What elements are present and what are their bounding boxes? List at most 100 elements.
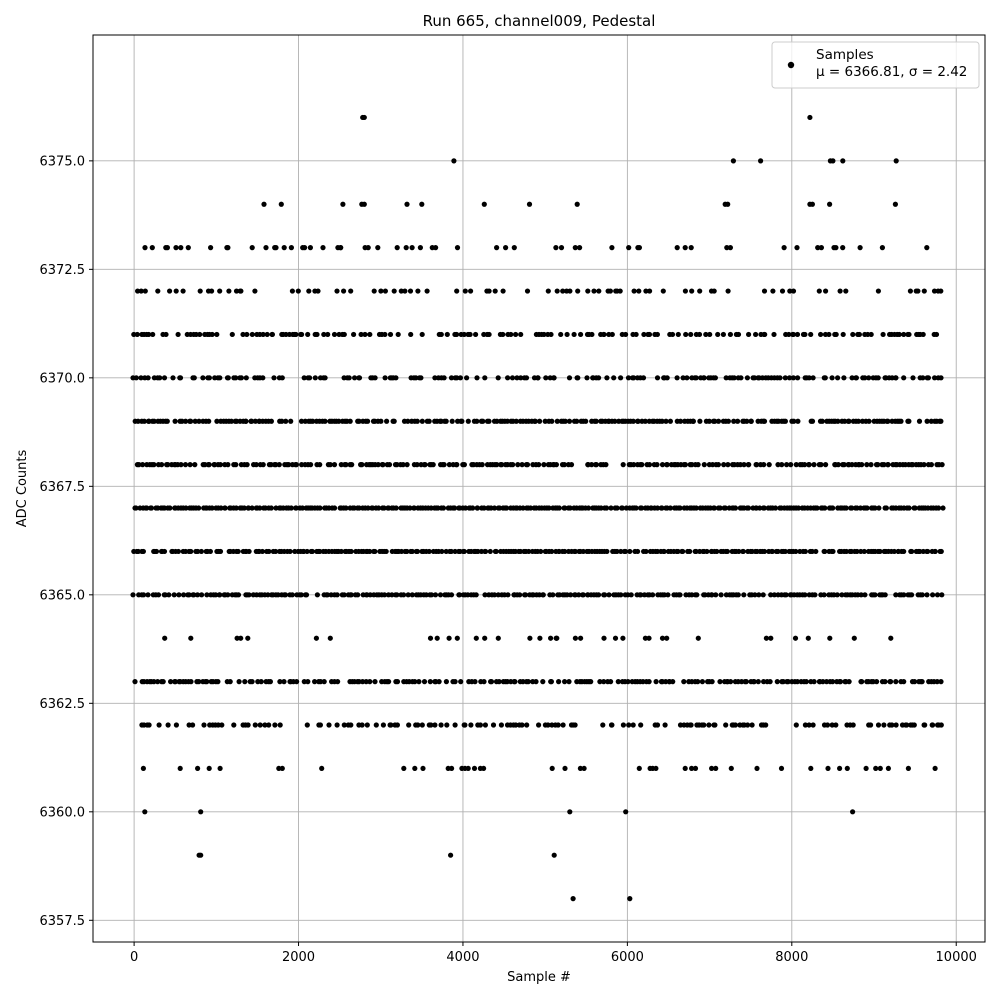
data-point	[631, 375, 637, 381]
data-point	[850, 722, 856, 728]
data-point	[142, 809, 148, 815]
data-point	[875, 288, 882, 294]
data-point	[331, 462, 338, 468]
data-point	[823, 288, 829, 294]
data-point	[394, 592, 400, 598]
data-point	[436, 679, 442, 685]
data-point	[635, 418, 641, 424]
data-point	[301, 375, 307, 381]
data-point	[825, 765, 831, 772]
data-point	[862, 592, 868, 598]
data-point	[467, 331, 473, 338]
data-point	[259, 548, 265, 555]
data-point	[167, 505, 173, 511]
data-point	[233, 375, 239, 381]
data-point	[441, 462, 447, 468]
data-point	[567, 809, 573, 815]
data-point	[881, 462, 887, 468]
data-point	[470, 505, 476, 511]
x-tick-label: 10000	[936, 950, 977, 965]
data-point	[308, 462, 314, 468]
data-point	[279, 765, 285, 772]
data-point	[375, 245, 381, 251]
data-point	[724, 245, 730, 251]
data-point	[737, 462, 744, 468]
data-point	[249, 245, 255, 251]
data-point	[391, 288, 397, 294]
data-point	[738, 375, 744, 381]
data-point	[745, 505, 752, 511]
data-point	[846, 418, 852, 424]
data-point	[868, 462, 874, 468]
data-point	[427, 635, 434, 641]
data-point	[505, 375, 511, 381]
data-point	[217, 288, 223, 294]
data-point	[711, 288, 717, 294]
data-point	[235, 592, 242, 598]
data-point	[892, 201, 899, 207]
data-point	[426, 418, 432, 424]
data-point	[494, 462, 500, 468]
data-point	[286, 462, 292, 468]
data-point	[810, 375, 816, 381]
data-point	[785, 679, 791, 685]
data-point	[364, 722, 370, 728]
data-point	[486, 418, 492, 424]
data-point	[525, 679, 531, 685]
data-point	[138, 288, 144, 294]
data-point	[829, 375, 835, 381]
data-point	[141, 592, 147, 598]
data-point	[196, 418, 202, 424]
data-point	[279, 375, 285, 381]
data-point	[810, 722, 816, 728]
data-point	[317, 462, 323, 468]
data-point	[352, 375, 358, 381]
data-point	[448, 548, 454, 555]
data-point	[492, 288, 498, 294]
data-point	[176, 592, 182, 598]
data-point	[618, 592, 624, 598]
data-point	[722, 505, 729, 511]
data-point	[293, 462, 299, 468]
data-point	[761, 418, 768, 424]
x-tick-label: 2000	[282, 950, 315, 965]
data-point	[938, 722, 944, 728]
data-point	[761, 548, 768, 555]
data-point	[482, 722, 488, 728]
data-point	[401, 765, 407, 772]
data-point	[654, 462, 660, 468]
data-point	[568, 462, 575, 468]
data-point	[206, 765, 212, 772]
data-point	[338, 245, 344, 251]
data-point	[875, 722, 882, 728]
data-point	[602, 592, 608, 598]
data-point	[877, 548, 883, 555]
data-point	[523, 375, 530, 381]
data-point	[749, 722, 755, 728]
data-point	[807, 114, 813, 121]
data-point	[538, 548, 544, 555]
data-point	[524, 288, 531, 294]
data-point	[214, 331, 220, 338]
data-point	[393, 505, 399, 511]
data-point	[173, 245, 179, 251]
data-point	[209, 288, 215, 294]
data-point	[183, 505, 189, 511]
data-point	[244, 462, 250, 468]
data-point	[473, 592, 479, 598]
data-point	[745, 722, 751, 728]
data-point	[609, 245, 615, 251]
data-point	[630, 418, 636, 424]
data-point	[696, 331, 703, 338]
data-point	[321, 679, 327, 685]
data-point	[156, 722, 162, 728]
data-point	[646, 331, 653, 338]
data-point	[428, 722, 434, 728]
data-point	[363, 679, 369, 685]
data-point	[919, 679, 925, 685]
data-point	[195, 548, 201, 555]
data-point	[558, 331, 564, 338]
data-point	[191, 592, 197, 598]
data-point	[830, 158, 836, 164]
data-point	[683, 331, 689, 338]
